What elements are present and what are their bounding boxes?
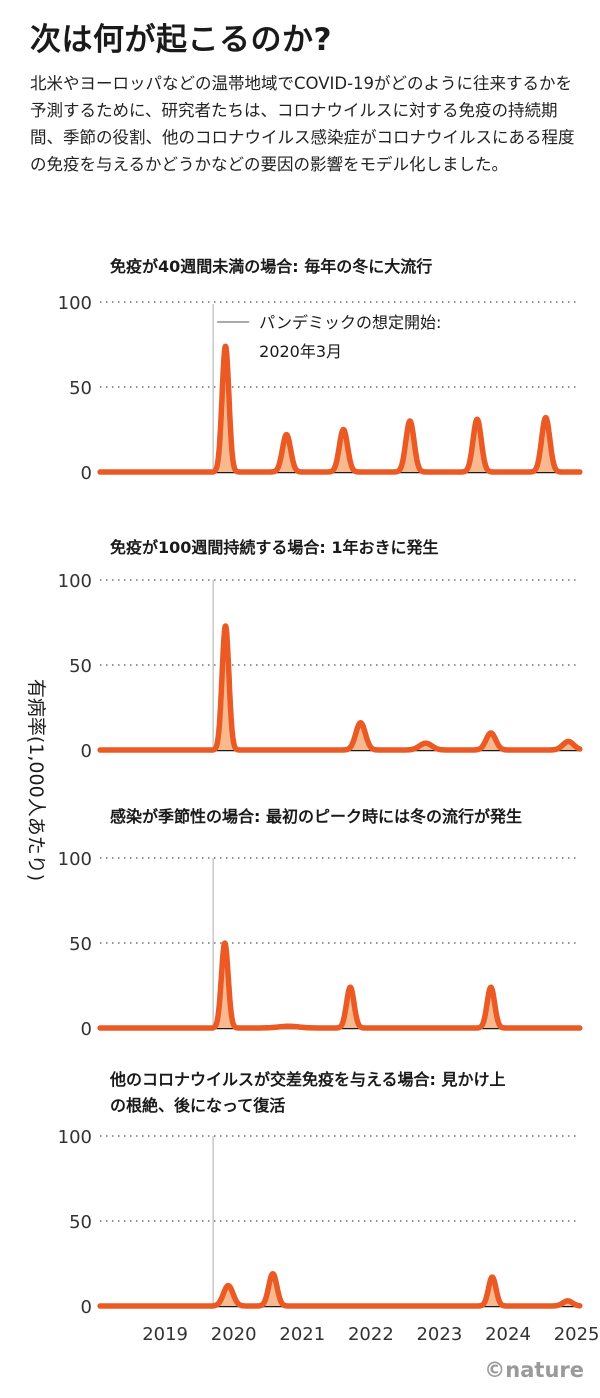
x-axis: 2019 2020 2021 2022 2023 2024 2025 bbox=[142, 1324, 599, 1345]
page-title: 次は何が起こるのか? bbox=[30, 22, 332, 58]
chart-panels: 免疫が40週間未満の場合: 毎年の冬に大流行 0 50 100 パンデミックの想定開始:… bbox=[58, 257, 583, 1318]
annotation-text: パンデミックの想定開始: bbox=[259, 313, 441, 332]
chart-panel-2: 免疫が100週間持続する場合: 1年おきに発生 0 50 100 bbox=[58, 538, 583, 762]
x-tick-label: 2021 bbox=[279, 1324, 325, 1345]
y-tick-label: 50 bbox=[69, 378, 92, 399]
x-tick-label: 2024 bbox=[485, 1324, 531, 1345]
x-tick-label: 2020 bbox=[211, 1324, 257, 1345]
y-tick-label: 0 bbox=[81, 1019, 92, 1040]
panel-title: 感染が季節性の場合: 最初のピーク時には冬の流行が発生 bbox=[110, 807, 522, 826]
series-line bbox=[97, 623, 583, 753]
panel-title: 他のコロナウイルスが交差免疫を与える場合: 見かけ上 bbox=[109, 1070, 506, 1089]
series-line bbox=[97, 1270, 583, 1309]
y-tick-label: 100 bbox=[58, 1127, 92, 1148]
x-tick-label: 2022 bbox=[348, 1324, 394, 1345]
series-area bbox=[100, 626, 580, 750]
panel-title: 免疫が100週間持続する場合: 1年おきに発生 bbox=[110, 538, 439, 557]
panel-title: の根絶、後になって復活 bbox=[110, 1096, 285, 1115]
intro-text: 北米やヨーロッパなどの温帯地域でCOVID-19がどのように往来するかを予測する… bbox=[30, 74, 575, 174]
x-tick-label: 2025 bbox=[554, 1324, 600, 1345]
y-tick-label: 50 bbox=[69, 1212, 92, 1233]
y-tick-label: 50 bbox=[69, 934, 92, 955]
x-tick-label: 2023 bbox=[416, 1324, 462, 1345]
series-area bbox=[100, 1273, 580, 1306]
series-line bbox=[97, 343, 583, 475]
panel-title: 免疫が40週間未満の場合: 毎年の冬に大流行 bbox=[110, 257, 432, 276]
series-line bbox=[97, 940, 583, 1031]
chart-panel-1: 免疫が40週間未満の場合: 毎年の冬に大流行 0 50 100 パンデミックの想定開始:… bbox=[58, 257, 583, 484]
y-tick-label: 100 bbox=[58, 571, 92, 592]
chart-panel-3: 感染が季節性の場合: 最初のピーク時には冬の流行が発生 0 50 100 bbox=[58, 807, 583, 1040]
y-tick-label: 0 bbox=[81, 1297, 92, 1318]
series-area bbox=[100, 943, 580, 1028]
y-tick-label: 100 bbox=[58, 849, 92, 870]
x-tick-label: 2019 bbox=[142, 1324, 188, 1345]
y-tick-label: 0 bbox=[81, 463, 92, 484]
y-axis-label: 有病率(1,000人あたり) bbox=[25, 679, 47, 881]
y-tick-label: 50 bbox=[69, 656, 92, 677]
y-tick-label: 0 bbox=[81, 741, 92, 762]
annotation-text: 2020年3月 bbox=[259, 342, 342, 361]
y-tick-label: 100 bbox=[58, 293, 92, 314]
nature-credit: ©nature bbox=[484, 1358, 584, 1382]
